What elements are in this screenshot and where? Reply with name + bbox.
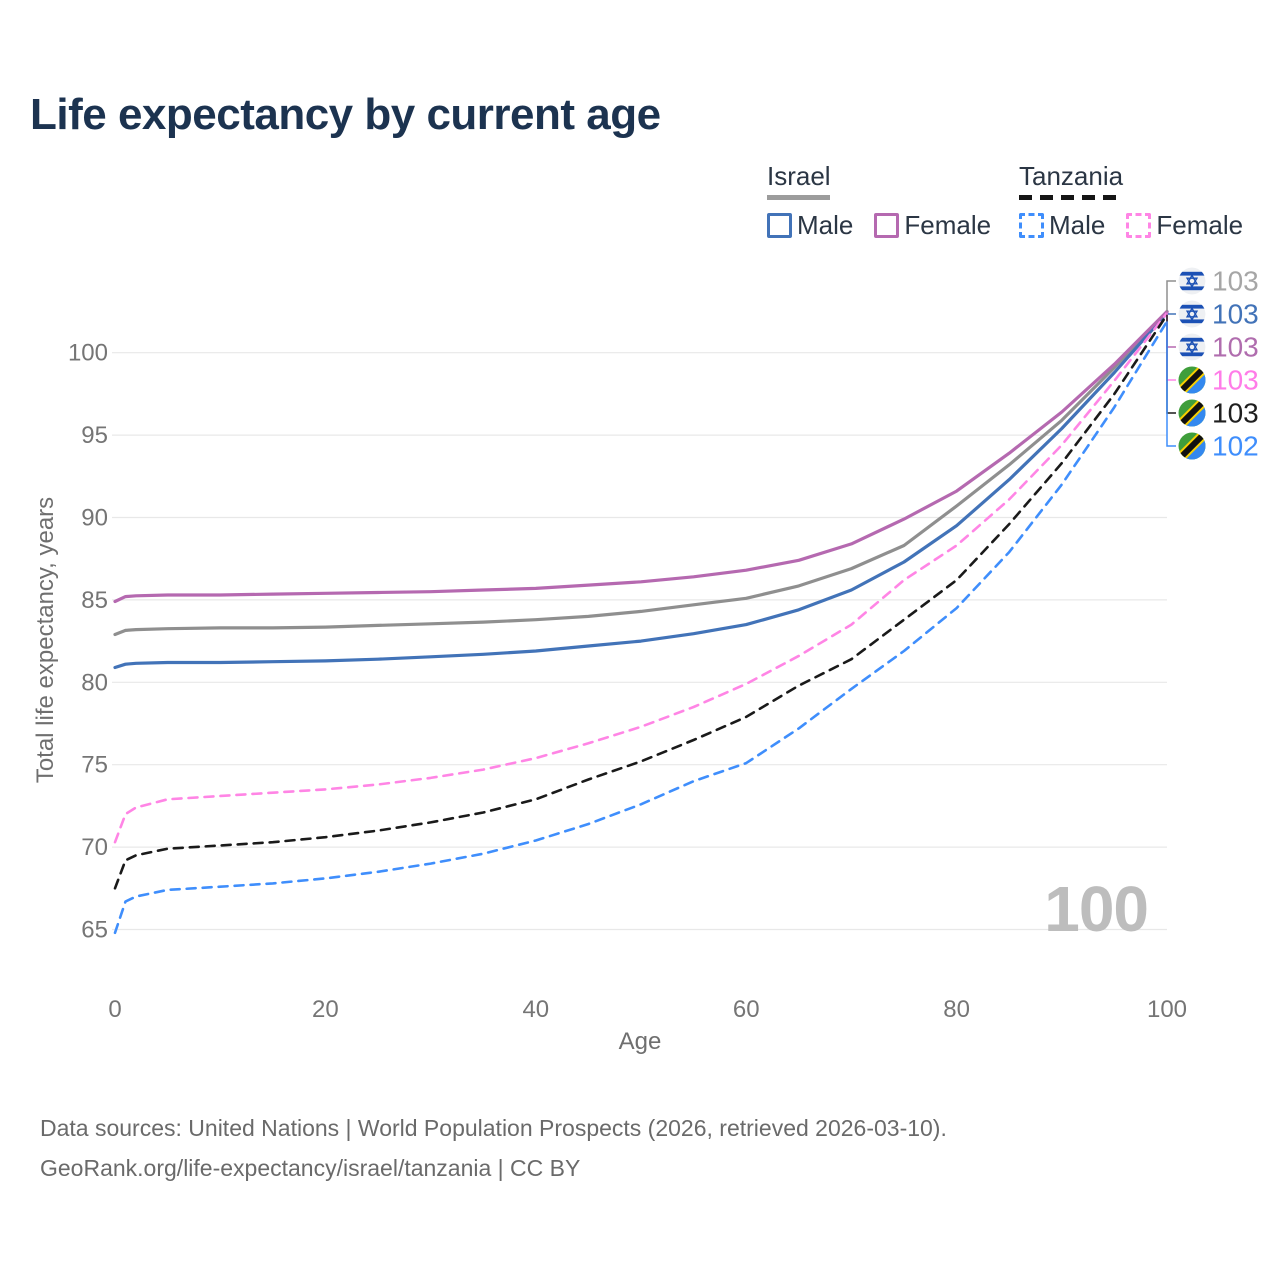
legend-tanzania-line-swatch: [1019, 194, 1121, 200]
y-tick-label-65: 65: [81, 917, 108, 944]
series-line-israel-male: [113, 311, 1169, 670]
end-leader-israel-female: [1166, 311, 1176, 348]
x-axis-title: Age: [618, 1028, 662, 1055]
end-value-label-israel-female: 103: [1212, 332, 1259, 363]
series-line-tanzania-both: [113, 313, 1169, 890]
israel-male-swatch: [767, 212, 792, 238]
x-tick-label-80: 80: [943, 996, 970, 1023]
legend-label-tanzania-female: Female: [1156, 209, 1244, 240]
israel-flag-icon: [1178, 333, 1206, 361]
y-tick-label-85: 85: [81, 587, 108, 614]
y-tick-label-100: 100: [68, 340, 108, 367]
tanzania-male-swatch: [1019, 212, 1044, 238]
page-title: Life expectancy by current age: [30, 90, 661, 139]
y-tick-label-95: 95: [81, 422, 108, 449]
israel-flag-icon: [1178, 300, 1206, 328]
source-attribution: Data sources: United Nations | World Pop…: [40, 1108, 947, 1188]
y-tick-label-75: 75: [81, 752, 108, 779]
current-age-watermark: 100: [1044, 873, 1149, 945]
end-leader-israel-both: [1166, 280, 1176, 312]
legend-israel-header: Israel: [767, 161, 831, 191]
israel-flag-icon: [1178, 267, 1206, 295]
y-tick-label-80: 80: [81, 669, 108, 696]
source-line-1: Data sources: United Nations | World Pop…: [40, 1115, 947, 1141]
x-tick-label-60: 60: [733, 996, 760, 1023]
legend-label-tanzania-male: Male: [1049, 209, 1106, 240]
x-tick-label-40: 40: [522, 996, 549, 1023]
x-tick-label-100: 100: [1147, 996, 1187, 1023]
series-line-israel-both: [113, 309, 1169, 637]
legend-label-israel-female: Female: [904, 209, 992, 240]
legend-item-israel-male[interactable]: Male: [767, 210, 853, 241]
legend-item-tanzania-male[interactable]: Male: [1019, 210, 1105, 241]
y-tick-label-90: 90: [81, 505, 108, 532]
end-value-label-tanzania-both: 103: [1212, 398, 1259, 429]
x-tick-label-20: 20: [312, 996, 339, 1023]
legend-tanzania-group: Tanzania Male Female: [1019, 162, 1243, 241]
series-line-israel-female: [113, 309, 1169, 604]
end-value-label-israel-both: 103: [1212, 266, 1259, 297]
legend-israel-row: Male Female: [767, 210, 991, 241]
end-value-label-tanzania-male: 102: [1212, 431, 1259, 462]
y-tick-label-70: 70: [81, 834, 108, 861]
series-line-tanzania-male: [113, 320, 1169, 935]
end-value-label-tanzania-female: 103: [1212, 365, 1259, 396]
source-line-2: GeoRank.org/life-expectancy/israel/tanza…: [40, 1155, 581, 1181]
tanzania-flag-icon: [1178, 399, 1206, 427]
legend-israel-line-swatch: [767, 194, 830, 200]
legend-tanzania-header: Tanzania: [1019, 161, 1124, 191]
end-value-label-israel-male: 103: [1212, 299, 1259, 330]
legend-item-israel-female[interactable]: Female: [874, 210, 991, 241]
legend-israel-group: Israel Male Female: [767, 162, 991, 241]
legend-label-israel-male: Male: [797, 209, 854, 240]
tanzania-flag-icon: [1178, 432, 1206, 460]
legend-item-tanzania-female[interactable]: Female: [1126, 210, 1243, 241]
end-leader-tanzania-both: [1166, 314, 1176, 414]
tanzania-female-swatch: [1126, 212, 1152, 238]
x-tick-label-0: 0: [108, 996, 121, 1023]
legend-tanzania-row: Male Female: [1019, 210, 1243, 241]
israel-female-swatch: [874, 212, 900, 238]
series-line-tanzania-female: [113, 311, 1169, 844]
tanzania-flag-icon: [1178, 366, 1206, 394]
end-leader-tanzania-male: [1166, 321, 1176, 447]
